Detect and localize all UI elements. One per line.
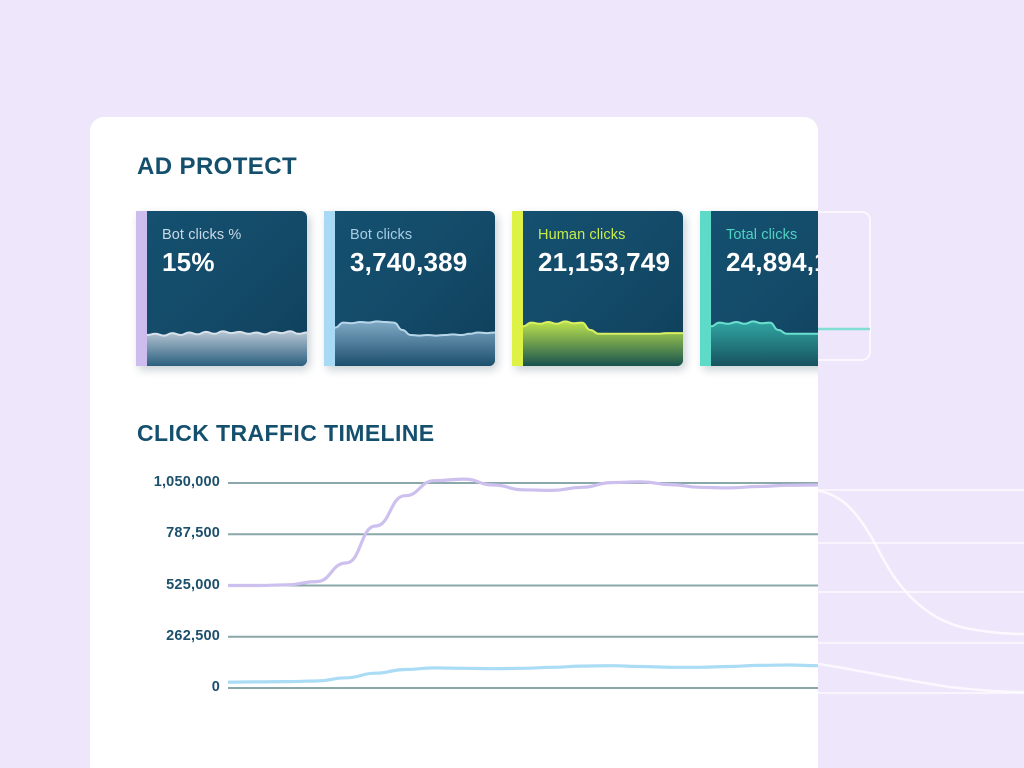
metric-card-body: Human clicks 21,153,749 bbox=[523, 211, 683, 366]
metric-card-sparkline bbox=[523, 320, 683, 366]
y-axis-tick-label: 787,500 bbox=[166, 525, 220, 542]
metric-card[interactable]: Total clicks 24,894,138 bbox=[700, 211, 818, 366]
metric-card[interactable]: Bot clicks % 15% bbox=[136, 211, 307, 366]
metric-card-body: Total clicks 24,894,138 bbox=[711, 211, 818, 366]
metric-card-body: Bot clicks % 15% bbox=[147, 211, 307, 366]
chart-series-line bbox=[228, 477, 818, 588]
chart-title: CLICK TRAFFIC TIMELINE bbox=[137, 420, 435, 446]
metric-card-body: Bot clicks 3,740,389 bbox=[335, 211, 495, 366]
metric-card-accent-bar bbox=[136, 211, 147, 366]
metric-card-row: Bot clicks % 15% Bot clicks 3,740,389 Human … bbox=[136, 211, 818, 366]
sparkline-area bbox=[335, 321, 495, 366]
metric-card-accent-bar bbox=[324, 211, 335, 366]
metric-card-label: Human clicks bbox=[538, 227, 626, 243]
metric-card-label: Bot clicks % bbox=[162, 227, 242, 243]
metric-card-accent-bar bbox=[700, 211, 711, 366]
metric-card[interactable]: Bot clicks 3,740,389 bbox=[324, 211, 495, 366]
y-axis-tick-label: 525,000 bbox=[166, 576, 220, 593]
metric-card-sparkline bbox=[335, 320, 495, 366]
metric-card-value: 21,153,749 bbox=[538, 247, 671, 277]
metric-card-accent-bar bbox=[512, 211, 523, 366]
metric-card-sparkline bbox=[147, 330, 307, 366]
page-title: AD PROTECT bbox=[137, 153, 297, 180]
y-axis-tick-label: 1,050,000 bbox=[153, 474, 220, 490]
chart-y-axis: 1,050,000 787,500 525,000 262,500 0 bbox=[90, 455, 220, 715]
sparkline-stroke bbox=[335, 320, 495, 337]
y-axis-tick-label: 262,500 bbox=[166, 627, 220, 644]
metric-card-value: 3,740,389 bbox=[350, 247, 468, 277]
sparkline-stroke bbox=[147, 330, 307, 337]
sparkline-area bbox=[711, 321, 818, 366]
sparkline-area bbox=[523, 321, 683, 366]
click-traffic-chart: 1,050,000 787,500 525,000 262,500 0 bbox=[90, 455, 818, 715]
sparkline-area bbox=[147, 331, 307, 366]
metric-card-sparkline bbox=[711, 320, 818, 366]
chart-plot-area bbox=[228, 477, 818, 689]
sparkline-stroke bbox=[523, 320, 683, 335]
ghost-series-blue bbox=[811, 661, 1024, 694]
metric-card-value: 15% bbox=[162, 247, 215, 277]
metric-card[interactable]: Human clicks 21,153,749 bbox=[512, 211, 683, 366]
ghost-series-purple bbox=[811, 488, 1024, 636]
ghost-gridlines bbox=[818, 489, 1024, 694]
sparkline-stroke bbox=[711, 320, 818, 335]
y-axis-tick-label: 0 bbox=[211, 679, 220, 695]
metric-card-value: 24,894,138 bbox=[726, 247, 818, 277]
chart-series-line bbox=[228, 663, 818, 684]
dashboard-panel: AD PROTECT Bot clicks % 15% Bot clicks 3,74… bbox=[90, 117, 818, 768]
metric-card-label: Bot clicks bbox=[350, 227, 413, 243]
metric-card-label: Total clicks bbox=[726, 227, 798, 243]
